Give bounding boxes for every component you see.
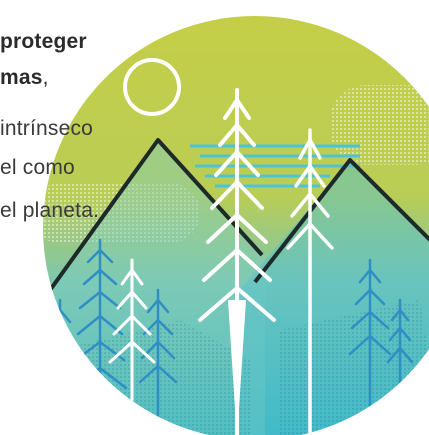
mountain-left-outline — [43, 138, 264, 320]
cloud-right — [330, 85, 429, 165]
mountain-right-outline — [253, 158, 429, 284]
white-tree-right — [286, 128, 334, 435]
sun-outline — [123, 58, 181, 116]
white-spike — [228, 300, 246, 435]
cloud-left — [43, 183, 200, 243]
